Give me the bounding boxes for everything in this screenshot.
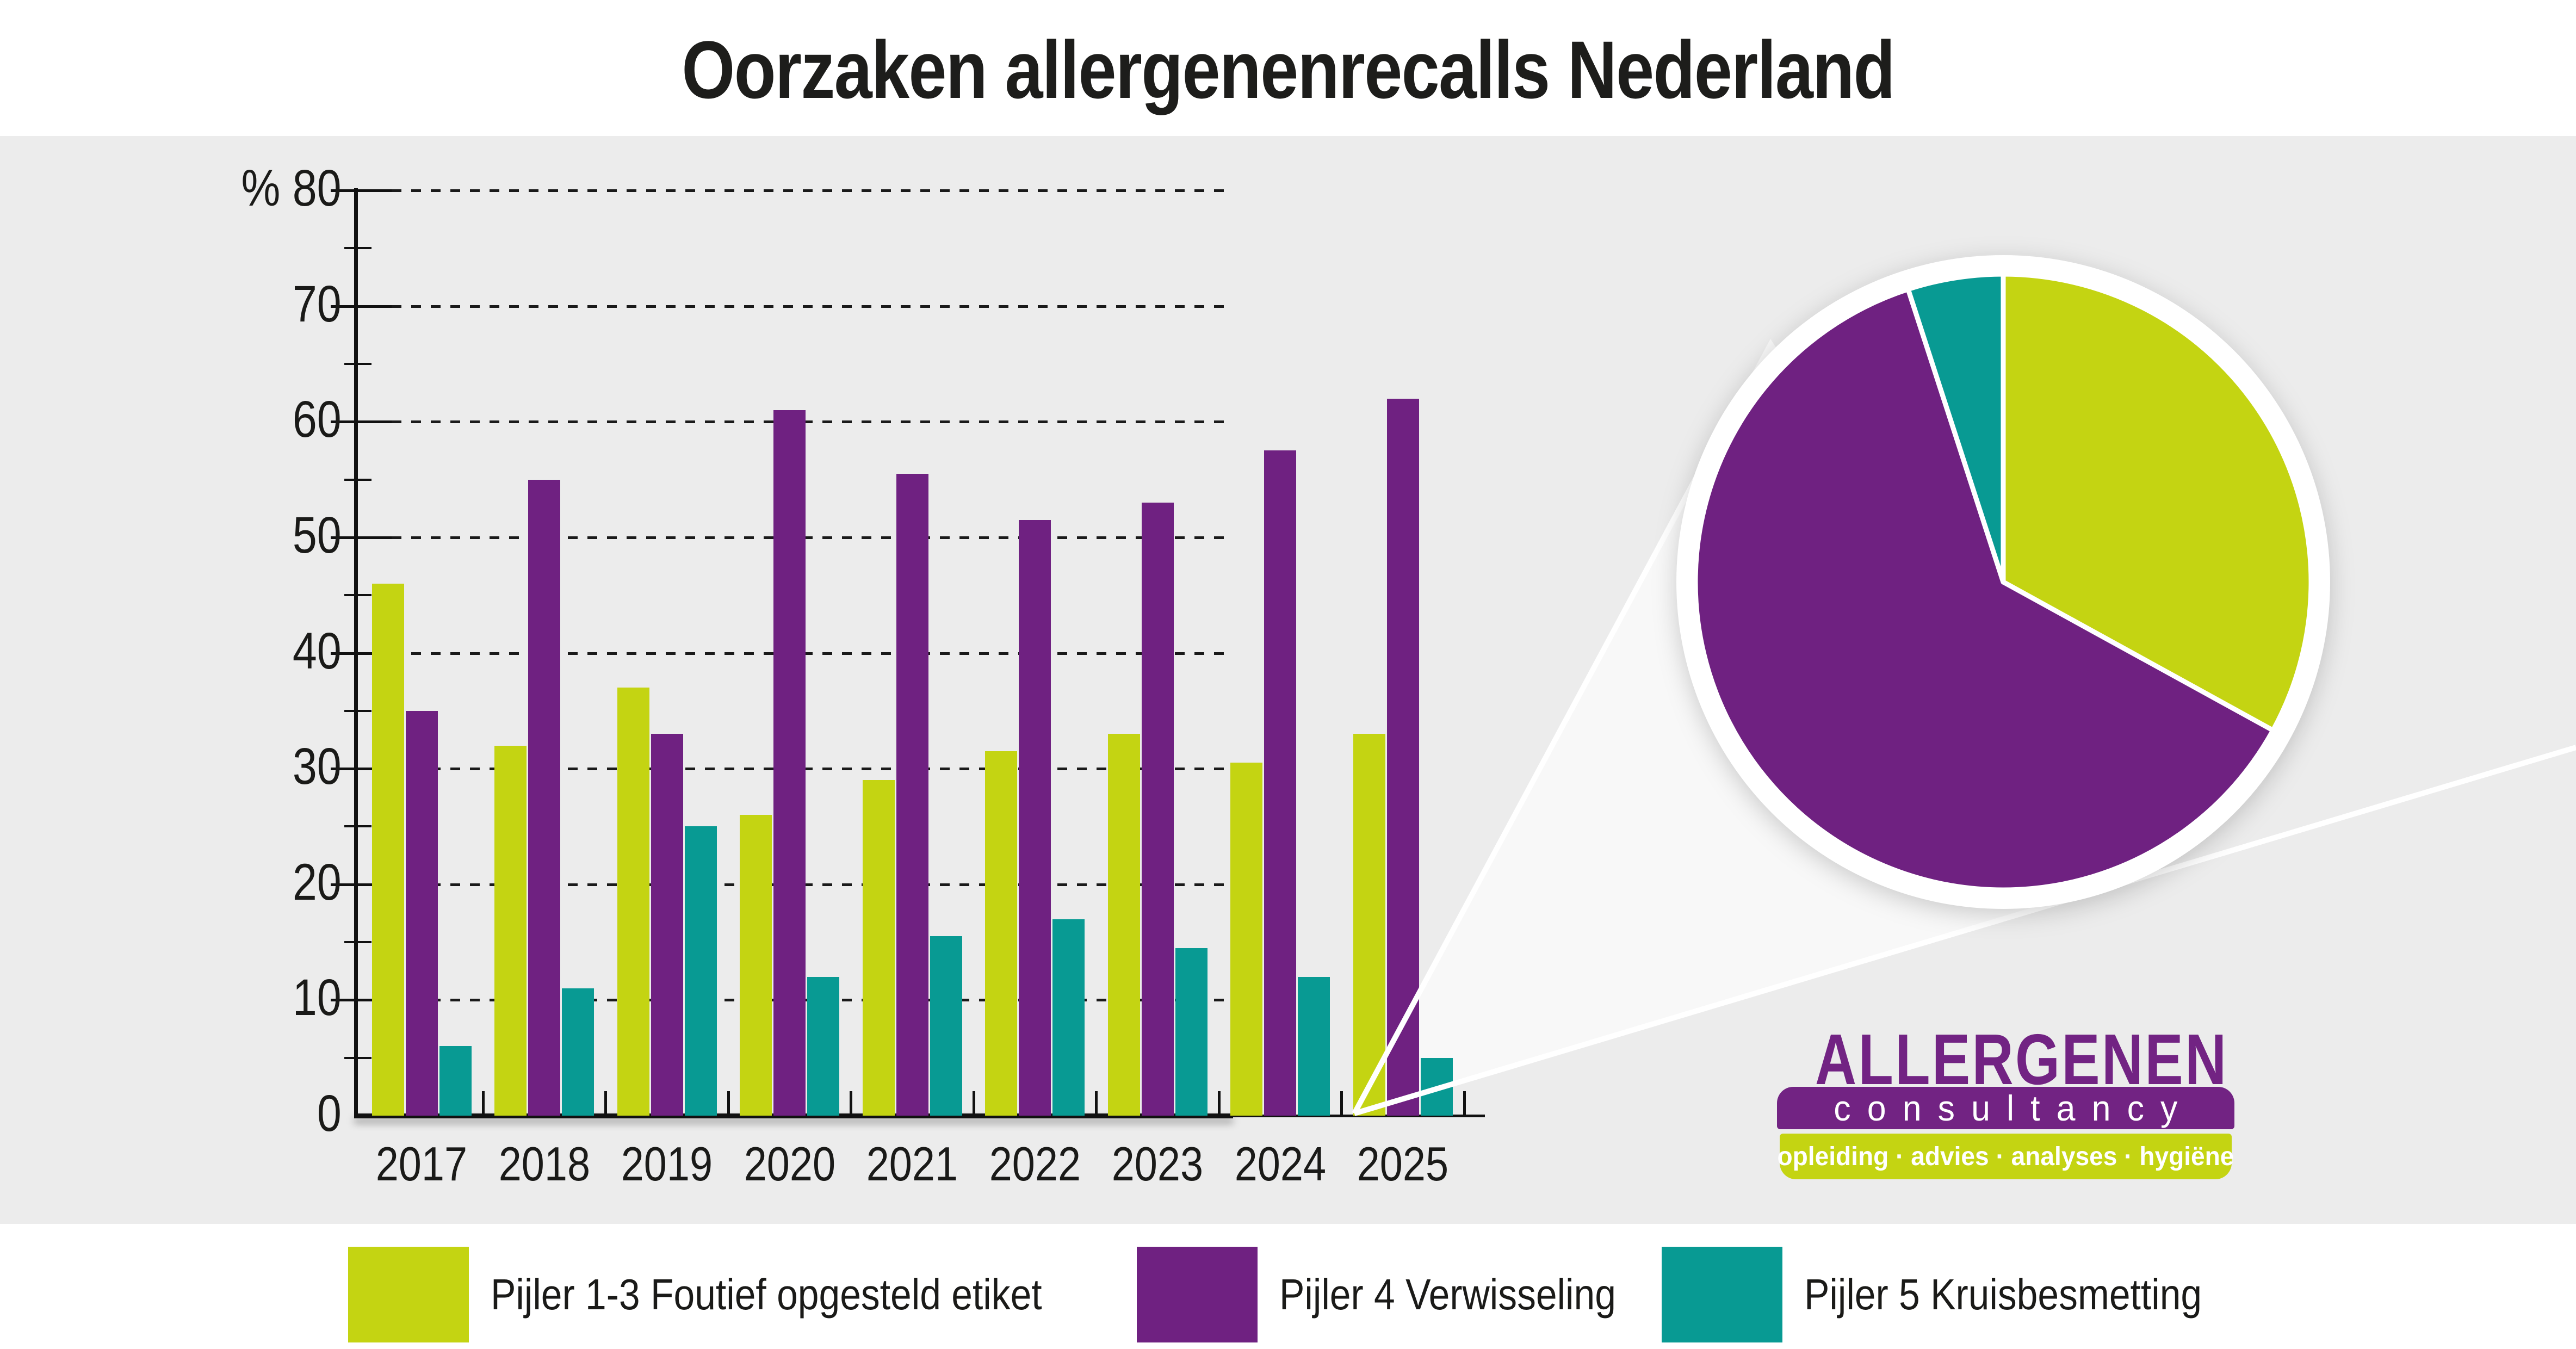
top-white-band (0, 0, 2576, 136)
legend-swatch-teal (1662, 1247, 1782, 1342)
logo-tagline-text: opleiding · advies · analyses · hygiëne (1777, 1142, 2234, 1171)
logo-consultancy-box: consultancy (1777, 1087, 2234, 1129)
allergenen-consultancy-logo: ALLERGENEN consultancy opleiding · advie… (1763, 1018, 2253, 1179)
logo-tagline-box: opleiding · advies · analyses · hygiëne (1777, 1134, 2234, 1179)
logo-consultancy-text: consultancy (1834, 1088, 2194, 1128)
legend-label: Pijler 5 Kruisbesmetting (1804, 1270, 2202, 1319)
legend-label: Pijler 4 Verwisseling (1279, 1270, 1616, 1319)
page-title: Oorzaken allergenenrecalls Nederland (682, 24, 1895, 115)
legend-label: Pijler 1-3 Foutief opgesteld etiket (491, 1270, 1042, 1319)
legend-swatch-purple (1137, 1247, 1258, 1342)
legend-swatch-yellow (348, 1247, 469, 1342)
